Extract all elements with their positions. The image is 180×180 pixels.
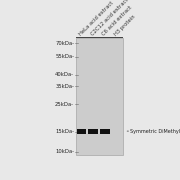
Bar	[100, 129, 110, 134]
Text: C6 acid extract: C6 acid extract	[102, 5, 134, 37]
Bar	[77, 129, 86, 134]
Bar	[89, 129, 98, 134]
Text: 25kDa-: 25kDa-	[55, 102, 74, 107]
Text: 55kDa-: 55kDa-	[55, 54, 74, 59]
Bar	[76, 38, 123, 155]
Text: 15kDa-: 15kDa-	[55, 129, 74, 134]
Text: 35kDa-: 35kDa-	[55, 84, 74, 89]
Text: Symmetric DiMethyl-Histone H4-R3: Symmetric DiMethyl-Histone H4-R3	[130, 129, 180, 134]
Text: 40kDa-: 40kDa-	[55, 73, 74, 77]
Text: C2C12 acid extract: C2C12 acid extract	[90, 0, 129, 37]
Bar	[76, 37, 123, 38]
Text: HeLa acid extract: HeLa acid extract	[78, 1, 114, 37]
Text: 70kDa-: 70kDa-	[55, 40, 74, 46]
Text: H3 protein: H3 protein	[113, 14, 137, 37]
Text: 10kDa-: 10kDa-	[55, 149, 74, 154]
